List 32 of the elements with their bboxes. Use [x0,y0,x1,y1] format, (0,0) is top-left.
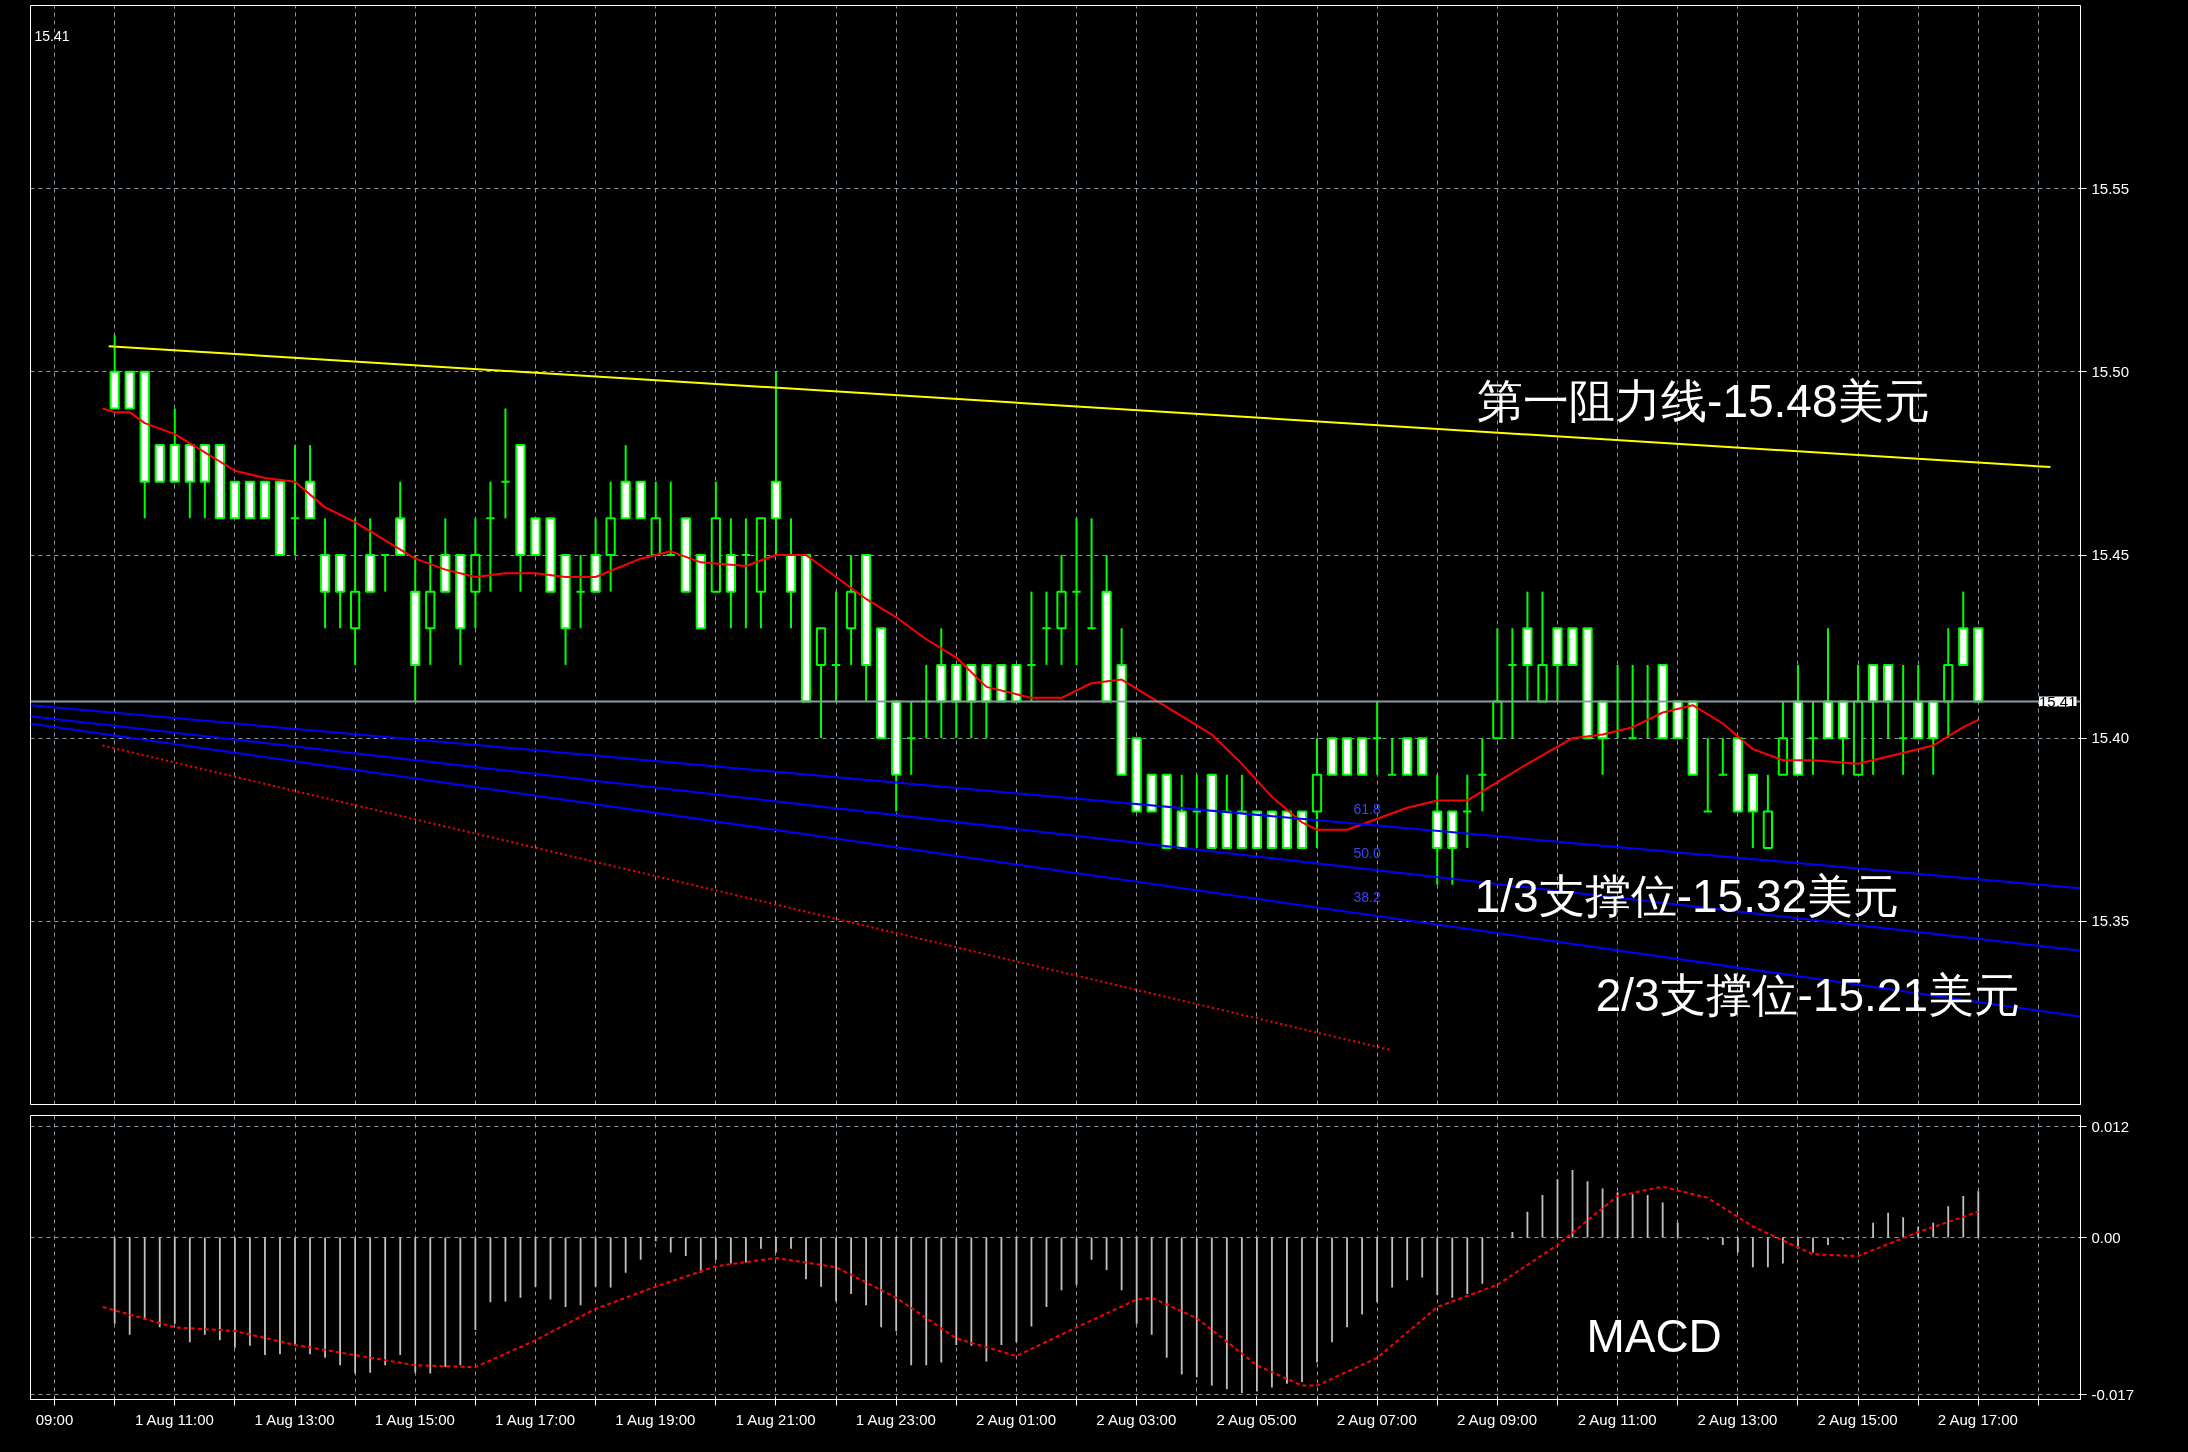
x-tick-label: 2 Aug 17:00 [1937,1410,2018,1428]
y-tick-label: 15.45 [2091,546,2130,563]
x-tick-label: 1 Aug 23:00 [855,1410,936,1428]
x-tick-label: 1 Aug 17:00 [495,1410,576,1428]
x-tick-label: 1 Aug 21:00 [735,1410,816,1428]
annotation: 61.8 [1353,800,1381,817]
x-tick-label: 2 Aug 11:00 [1577,1410,1657,1428]
y-tick-label: 15.35 [2091,912,2130,930]
x-tick-label: 2 Aug 03:00 [1096,1410,1177,1428]
y-tick-label: 15.50 [2091,362,2130,380]
y-tick-label: 0.00 [2091,1228,2121,1246]
x-tick-label: 2 Aug 15:00 [1817,1410,1898,1428]
annotation: 15.41 [34,27,70,44]
y-tick-label: 15.40 [2091,729,2130,747]
y-tick-label: 0.012 [2091,1117,2130,1135]
x-tick-label: 2 Aug 07:00 [1336,1410,1417,1428]
annotation: MACD [1586,1309,1722,1362]
x-tick-label: 2 Aug 05:00 [1216,1410,1297,1428]
y-tick-label: -0.017 [2091,1385,2135,1403]
x-tick-label: 1 Aug 15:00 [374,1410,455,1428]
annotation: 50.0 [1353,844,1381,861]
x-tick-label: 1 Aug 13:00 [254,1410,335,1428]
y-tick-label: 15.55 [2091,179,2130,197]
x-tick-label: 1 Aug 19:00 [615,1410,696,1428]
x-tick-label: 09:00 [35,1410,74,1428]
annotation: 38.2 [1353,888,1381,905]
annotation: 第一阻力线-15.48美元 [1477,375,1930,428]
x-tick-label: 2 Aug 09:00 [1456,1410,1537,1428]
ref-line-label: 15.41 [2038,692,2077,710]
x-tick-label: 2 Aug 13:00 [1697,1410,1778,1428]
x-tick-label: 2 Aug 01:00 [975,1410,1057,1428]
x-tick-label: 1 Aug 11:00 [134,1410,214,1428]
